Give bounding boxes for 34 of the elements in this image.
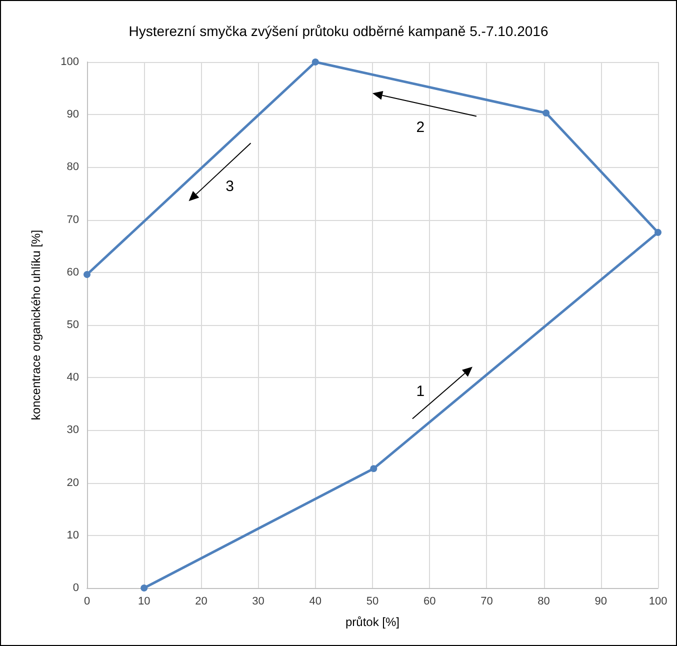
y-tick-label: 80 <box>66 161 79 174</box>
y-tick-label: 100 <box>60 56 79 68</box>
y-tick-label: 20 <box>66 476 79 489</box>
y-tick-label: 30 <box>66 424 79 436</box>
x-axis-title: průtok [%] <box>345 615 400 629</box>
y-tick-label: 40 <box>66 372 79 384</box>
point <box>542 110 550 117</box>
y-tick-label: 0 <box>72 582 79 594</box>
x-tick-label: 90 <box>594 596 608 608</box>
y-tick-label: 50 <box>66 319 79 331</box>
annotation: 1 <box>416 382 425 400</box>
x-tick-label: 100 <box>648 596 668 608</box>
x-tick-label: 50 <box>366 596 379 608</box>
y-tick-label: 10 <box>66 529 79 542</box>
annotation: 3 <box>226 178 234 196</box>
x-tick-label: 10 <box>138 596 150 608</box>
x-tick-label: 70 <box>480 596 493 608</box>
x-tick-label: 40 <box>309 596 322 608</box>
y-tick-label: 90 <box>66 108 79 121</box>
point <box>140 584 148 592</box>
x-tick-label: 60 <box>423 596 436 608</box>
point <box>84 271 90 278</box>
point <box>654 228 662 236</box>
y-tick-label: 60 <box>66 266 79 278</box>
annotation: 2 <box>416 119 425 136</box>
x-tick-label: 0 <box>84 596 90 608</box>
x-tick-label: 20 <box>195 596 208 608</box>
point <box>312 58 319 66</box>
y-axis-title: koncentrace organického uhlíku [%] <box>29 230 43 420</box>
point <box>370 465 378 472</box>
y-tick-label: 70 <box>66 214 79 226</box>
chart-title: Hysterezní smyčka zvýšení průtoku odběrné kampaně 5.-7.10.2016 <box>128 23 548 39</box>
x-tick-label: 80 <box>538 596 550 608</box>
x-tick-label: 30 <box>252 596 264 608</box>
